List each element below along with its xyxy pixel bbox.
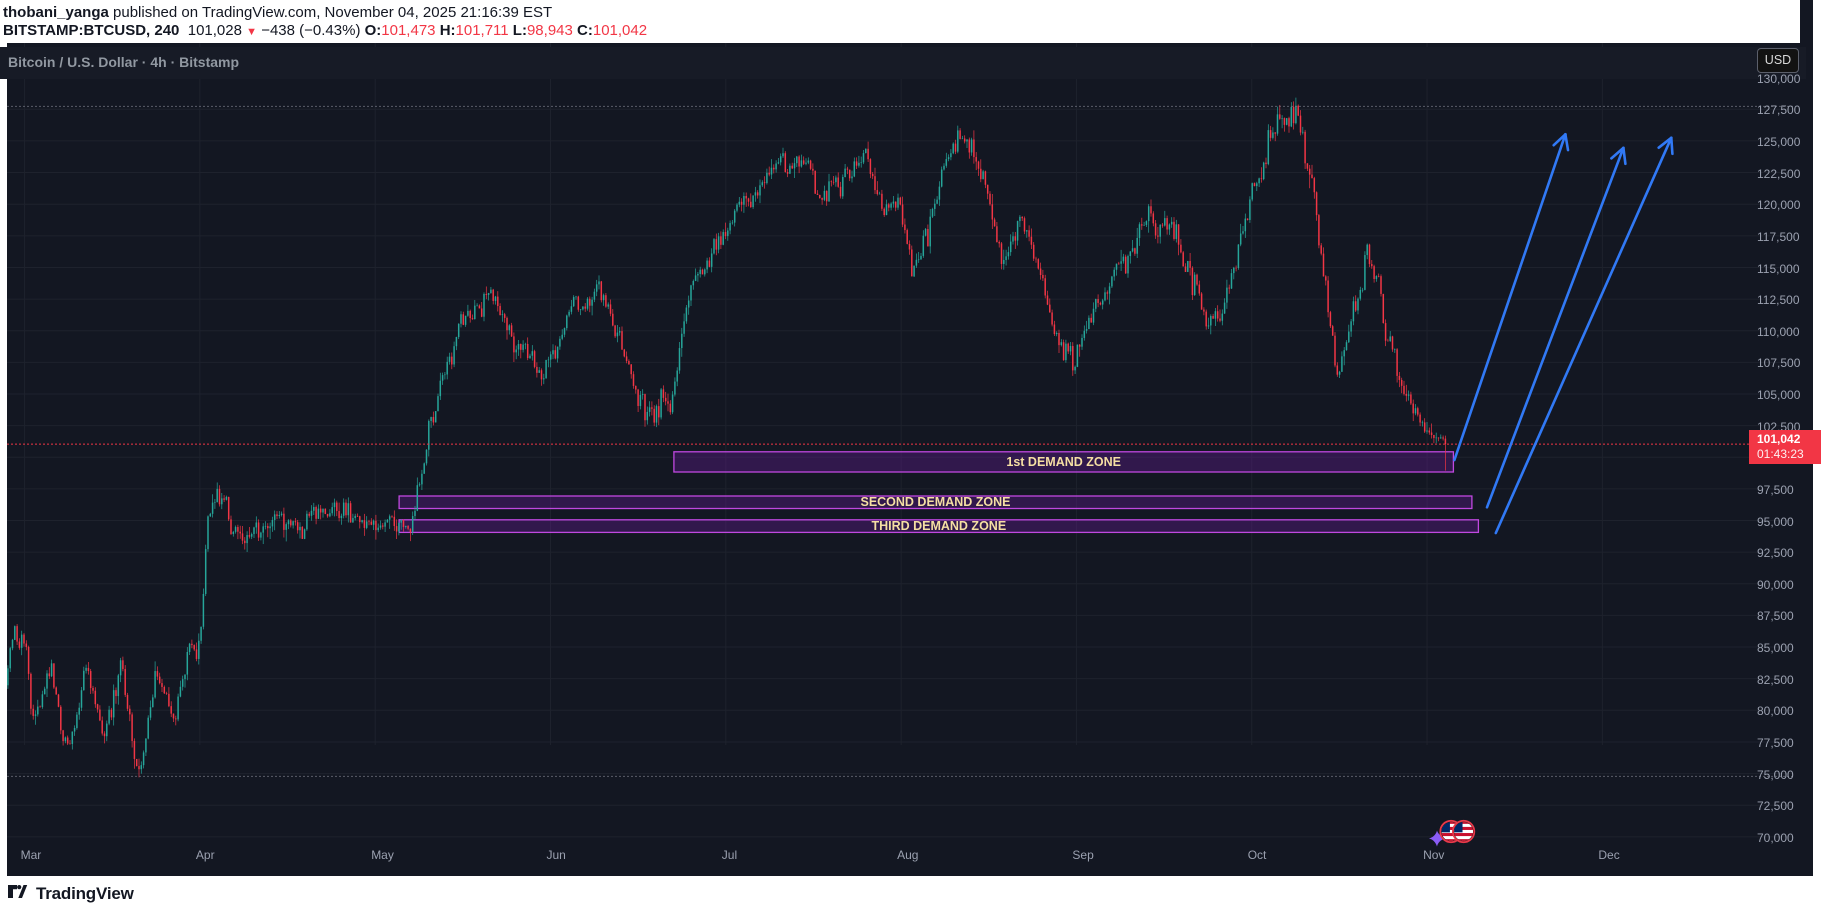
svg-text:1st DEMAND ZONE: 1st DEMAND ZONE	[1006, 455, 1121, 469]
svg-text:THIRD DEMAND ZONE: THIRD DEMAND ZONE	[871, 519, 1006, 533]
svg-text:SECOND DEMAND ZONE: SECOND DEMAND ZONE	[860, 495, 1010, 509]
